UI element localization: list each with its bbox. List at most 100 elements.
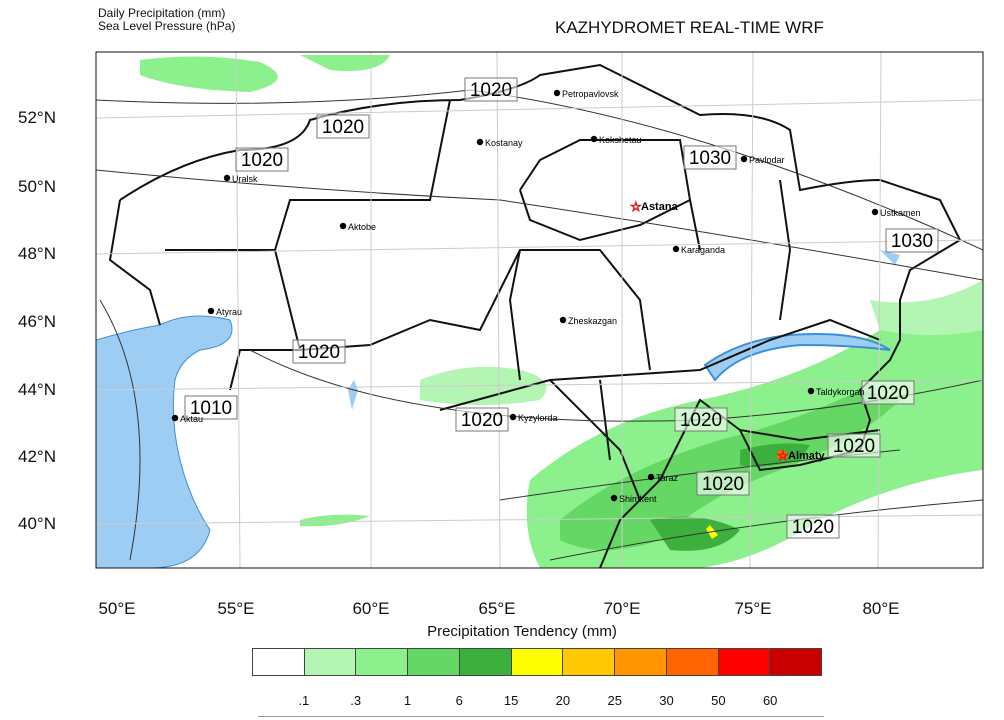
city-marker: Petropavlovsk — [553, 89, 619, 99]
page-title: KAZHYDROMET REAL-TIME WRF — [555, 18, 824, 37]
colorbar-tick-label: .3 — [350, 693, 362, 708]
colorbar-swatch — [563, 649, 616, 675]
city-marker: Kokshetau — [590, 135, 642, 145]
city-dot-icon — [559, 316, 567, 324]
colorbar-swatch — [356, 649, 409, 675]
capital-star-icon: ☆ — [777, 448, 789, 463]
colorbar-tick-label: 1 — [403, 693, 412, 708]
lat-label: 44°N — [18, 380, 56, 399]
city-dot-icon — [553, 89, 561, 97]
isobar-value: 1020 — [298, 342, 340, 363]
isobar-value: 1020 — [792, 517, 834, 538]
city-dot-icon — [590, 135, 598, 143]
city-label: Ustkamen — [880, 208, 921, 218]
city-marker: Karaganda — [672, 245, 725, 255]
city-label: Karaganda — [681, 245, 725, 255]
capital-star-icon: ☆ — [630, 199, 642, 214]
lon-label: 50°E — [98, 599, 136, 618]
city-dot-icon — [509, 413, 517, 421]
colorbar-tick-label: 20 — [555, 693, 571, 708]
isobar-label: 1030 — [885, 228, 939, 253]
city-marker: Uralsk — [223, 174, 258, 184]
city-label: Shimkent — [619, 494, 657, 504]
city-label: Petropavlovsk — [562, 89, 619, 99]
city-dot-icon — [610, 494, 618, 502]
city-marker: Ustkamen — [871, 208, 921, 218]
city-label: Aktobe — [348, 222, 376, 232]
city-dot-icon — [476, 138, 484, 146]
colorbar-swatch — [408, 649, 460, 675]
isobar-label: 1020 — [827, 433, 881, 458]
lat-label: 40°N — [18, 514, 56, 533]
colorbar-tick-label: 25 — [607, 693, 622, 708]
lat-label: 42°N — [18, 447, 56, 466]
city-marker: Aktau — [171, 414, 203, 424]
lat-label: 48°N — [18, 244, 56, 263]
city-dot-icon — [171, 414, 179, 422]
colorbar-tick-label: 50 — [711, 693, 726, 708]
header-precip-label: Daily Precipitation (mm) — [98, 6, 226, 20]
colorbar-tick-label: 15 — [503, 693, 519, 708]
lat-label: 52°N — [18, 108, 56, 127]
lon-label: 60°E — [352, 599, 390, 618]
isobar-value: 1020 — [702, 474, 744, 495]
colorbar-swatch — [615, 649, 667, 675]
isobar-value: 1020 — [461, 410, 503, 431]
colorbar — [252, 648, 822, 676]
isobar-label: 1010 — [184, 395, 238, 420]
city-dot-icon — [207, 307, 215, 315]
city-marker: Atyrau — [207, 307, 242, 317]
lon-label: 55°E — [217, 599, 255, 618]
isobar-value: 1030 — [891, 231, 933, 252]
city-label: Taldykorgan — [816, 387, 865, 397]
graticule — [96, 52, 983, 568]
lon-label: 70°E — [603, 599, 641, 618]
isobar-label: 1030 — [683, 145, 737, 170]
city-label: Atyrau — [216, 307, 242, 317]
colorbar-tick-label: 30 — [659, 693, 674, 708]
city-marker: Zheskazgan — [559, 316, 617, 326]
colorbar-tick-label: 60 — [762, 693, 778, 708]
lat-label: 50°N — [18, 177, 56, 196]
colorbar-underline — [258, 716, 824, 717]
city-marker: ☆ Almaty — [777, 448, 826, 464]
colorbar-swatch — [666, 649, 719, 675]
city-marker: ☆ Astana — [630, 199, 679, 215]
isobar-value: 1030 — [689, 148, 731, 169]
city-dot-icon — [672, 245, 680, 253]
colorbar-swatch — [253, 649, 305, 675]
lon-label: 75°E — [734, 599, 772, 618]
city-dot-icon — [339, 222, 347, 230]
isobar-label: 1020 — [861, 380, 915, 405]
city-dot-icon — [871, 208, 879, 216]
city-layer: Petropavlovsk Kostanay Kokshetau Pavlodar Ur… — [171, 89, 921, 504]
city-marker: Taraz — [647, 473, 679, 483]
colorbar-swatch — [459, 649, 512, 675]
city-dot-icon — [740, 155, 748, 163]
city-label: Kyzylorda — [518, 413, 558, 423]
city-marker: Kyzylorda — [509, 413, 558, 423]
isobar-value: 1010 — [190, 398, 232, 419]
city-dot-icon — [647, 473, 655, 481]
city-label: Kokshetau — [599, 135, 642, 145]
isobar-label: 1020 — [292, 339, 346, 364]
isobar-value: 1020 — [680, 410, 722, 431]
city-dot-icon — [223, 174, 231, 182]
city-dot-icon — [807, 387, 815, 395]
city-label: Zheskazgan — [568, 316, 617, 326]
isobar-label: 1020 — [464, 77, 518, 102]
map: 1020 1020 1020 1030 1030 1020 1010 1020 1020 1020… — [95, 51, 984, 569]
city-label: Almaty — [788, 450, 826, 462]
map-frame — [95, 51, 984, 569]
lon-label: 80°E — [862, 599, 900, 618]
isobar-value: 1020 — [833, 436, 875, 457]
city-label: Uralsk — [232, 174, 258, 184]
colorbar-swatch — [770, 649, 822, 675]
city-marker: Shimkent — [610, 494, 657, 504]
city-marker: Pavlodar — [740, 155, 785, 165]
colorbar-swatch — [511, 649, 564, 675]
isobar-value: 1020 — [241, 150, 283, 171]
isobar-label-layer: 1020 1020 1020 1030 1030 1020 1010 1020 1020 1020… — [184, 77, 939, 539]
isobar-value: 1020 — [867, 383, 909, 404]
colorbar-swatch — [304, 649, 357, 675]
